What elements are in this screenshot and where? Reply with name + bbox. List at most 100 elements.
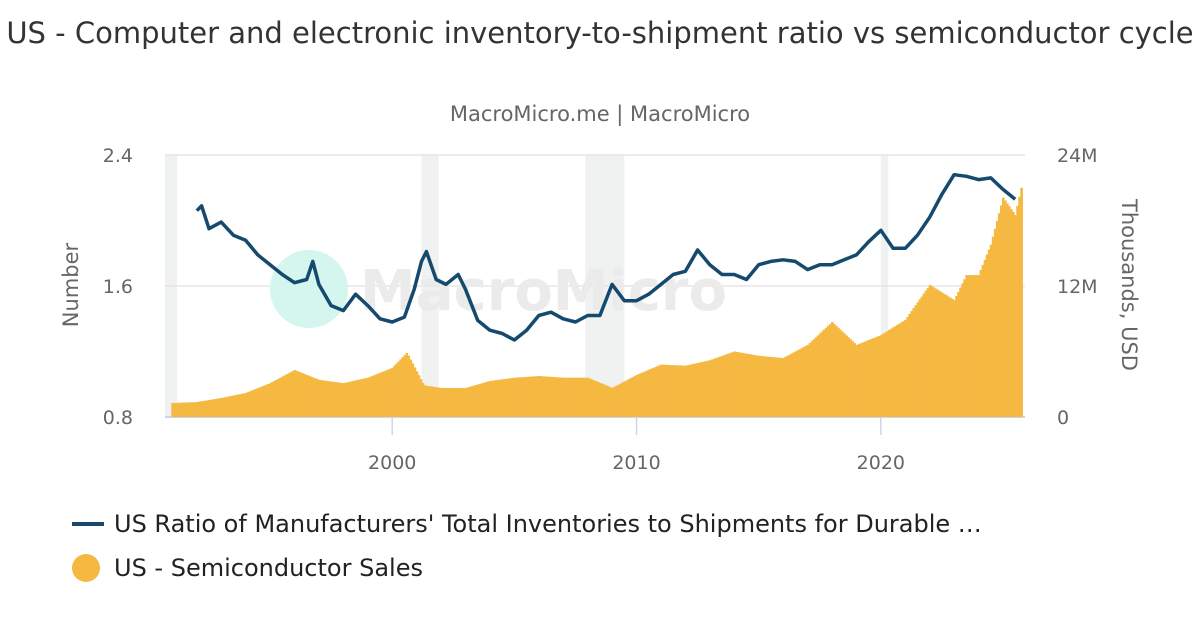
bar-semiconductor-sales — [393, 365, 396, 417]
bar-semiconductor-sales — [963, 279, 966, 417]
bar-semiconductor-sales — [519, 377, 523, 417]
bar-semiconductor-sales — [1016, 205, 1019, 417]
watermark: MacroMicro — [270, 250, 727, 328]
bar-semiconductor-sales — [861, 342, 865, 417]
bar-semiconductor-sales — [1010, 209, 1013, 417]
bar-semiconductor-sales — [814, 337, 818, 417]
bar-semiconductor-sales — [804, 346, 808, 417]
bar-semiconductor-sales — [224, 397, 227, 417]
bar-semiconductor-sales — [271, 382, 274, 417]
bar-semiconductor-sales — [277, 378, 280, 417]
bar-semiconductor-sales — [240, 393, 244, 417]
bar-semiconductor-sales — [668, 364, 671, 417]
bar-semiconductor-sales — [287, 373, 290, 417]
bar-semiconductor-sales — [676, 365, 679, 417]
x-tick-label: 2020 — [857, 452, 905, 474]
bar-semiconductor-sales — [421, 383, 425, 417]
bar-semiconductor-sales — [588, 378, 592, 417]
bar-semiconductor-sales — [694, 363, 698, 417]
bar-semiconductor-sales — [238, 394, 242, 417]
bar-semiconductor-sales — [401, 357, 405, 417]
bar-semiconductor-sales — [741, 352, 745, 417]
bar-semiconductor-sales — [507, 378, 510, 417]
bar-semiconductor-sales — [197, 401, 201, 417]
bar-semiconductor-sales — [209, 399, 213, 417]
bar-semiconductor-sales — [629, 378, 633, 417]
bar-semiconductor-sales — [515, 377, 519, 417]
bar-semiconductor-sales — [839, 329, 842, 417]
bar-semiconductor-sales — [973, 275, 977, 417]
bar-semiconductor-sales — [332, 381, 335, 417]
bar-semiconductor-sales — [961, 283, 964, 417]
bar-semiconductor-sales — [885, 331, 889, 417]
bar-semiconductor-sales — [655, 366, 659, 417]
bar-semiconductor-sales — [633, 376, 637, 417]
bar-semiconductor-sales — [696, 362, 700, 417]
bar-semiconductor-sales — [753, 355, 757, 417]
bar-semiconductor-sales — [763, 356, 767, 417]
bar-semiconductor-sales — [922, 293, 926, 417]
bar-semiconductor-sales — [602, 384, 606, 417]
bar-semiconductor-sales — [234, 395, 238, 417]
bar-semiconductor-sales — [940, 292, 944, 417]
y-right-label: Thousands, USD — [1117, 198, 1141, 371]
bar-semiconductor-sales — [653, 367, 657, 417]
bar-semiconductor-sales — [531, 376, 535, 417]
bar-semiconductor-sales — [395, 363, 398, 417]
bar-semiconductor-sales — [171, 403, 174, 417]
bar-semiconductor-sales — [631, 377, 635, 417]
bar-semiconductor-sales — [641, 372, 645, 417]
bar-semiconductor-sales — [822, 329, 826, 417]
bar-semiconductor-sales — [985, 254, 989, 417]
bar-semiconductor-sales — [236, 394, 240, 417]
bar-semiconductor-sales — [908, 314, 911, 417]
bar-semiconductor-sales — [733, 351, 736, 417]
bar-semiconductor-sales — [619, 383, 622, 417]
bar-semiconductor-sales — [181, 402, 185, 417]
bar-semiconductor-sales — [818, 333, 822, 417]
bar-semiconductor-sales — [682, 365, 685, 417]
bar-semiconductor-sales — [269, 383, 272, 417]
bar-semiconductor-sales — [578, 377, 582, 417]
bar-semiconductor-sales — [378, 372, 382, 417]
bar-semiconductor-sales — [810, 341, 814, 417]
bar-semiconductor-sales — [366, 377, 370, 417]
bar-semiconductor-sales — [949, 297, 952, 417]
bar-semiconductor-sales — [460, 387, 464, 417]
bar-semiconductor-sales — [812, 339, 816, 417]
bar-semiconductor-sales — [289, 372, 293, 417]
bar-semiconductor-sales — [664, 364, 667, 417]
bar-semiconductor-sales — [303, 374, 307, 417]
bar-semiconductor-sales — [281, 376, 284, 417]
bar-semiconductor-sales — [926, 287, 930, 417]
bar-semiconductor-sales — [173, 402, 176, 417]
bar-semiconductor-sales — [580, 377, 584, 417]
bar-semiconductor-sales — [226, 396, 229, 417]
bar-semiconductor-sales — [527, 376, 531, 417]
bar-semiconductor-sales — [615, 385, 618, 417]
bar-semiconductor-sales — [916, 302, 920, 417]
bar-semiconductor-sales — [1012, 212, 1015, 417]
legend-item-inventory-ratio[interactable]: US Ratio of Manufacturers' Total Invento… — [72, 510, 982, 538]
legend-item-semiconductor-sales[interactable]: US - Semiconductor Sales — [72, 554, 423, 582]
bar-semiconductor-sales — [576, 377, 580, 417]
bar-semiconductor-sales — [688, 364, 692, 417]
bar-semiconductor-sales — [242, 393, 246, 417]
bar-semiconductor-sales — [317, 379, 321, 417]
bar-semiconductor-sales — [869, 339, 873, 417]
bar-semiconductor-sales — [550, 376, 553, 417]
bar-semiconductor-sales — [360, 379, 364, 417]
bar-semiconductor-sales — [256, 388, 260, 417]
bar-semiconductor-sales — [969, 275, 973, 417]
bar-semiconductor-sales — [387, 369, 390, 417]
bar-semiconductor-sales — [778, 357, 781, 417]
bar-semiconductor-sales — [900, 322, 903, 417]
y-left-tick: 0.8 — [103, 407, 133, 429]
x-tick-label: 2010 — [612, 452, 660, 474]
bar-semiconductor-sales — [503, 379, 506, 417]
bar-semiconductor-sales — [902, 321, 905, 417]
bar-semiconductor-sales — [904, 319, 907, 417]
bar-semiconductor-sales — [228, 396, 231, 417]
bar-semiconductor-sales — [417, 375, 421, 417]
bar-semiconductor-sales — [486, 381, 490, 417]
